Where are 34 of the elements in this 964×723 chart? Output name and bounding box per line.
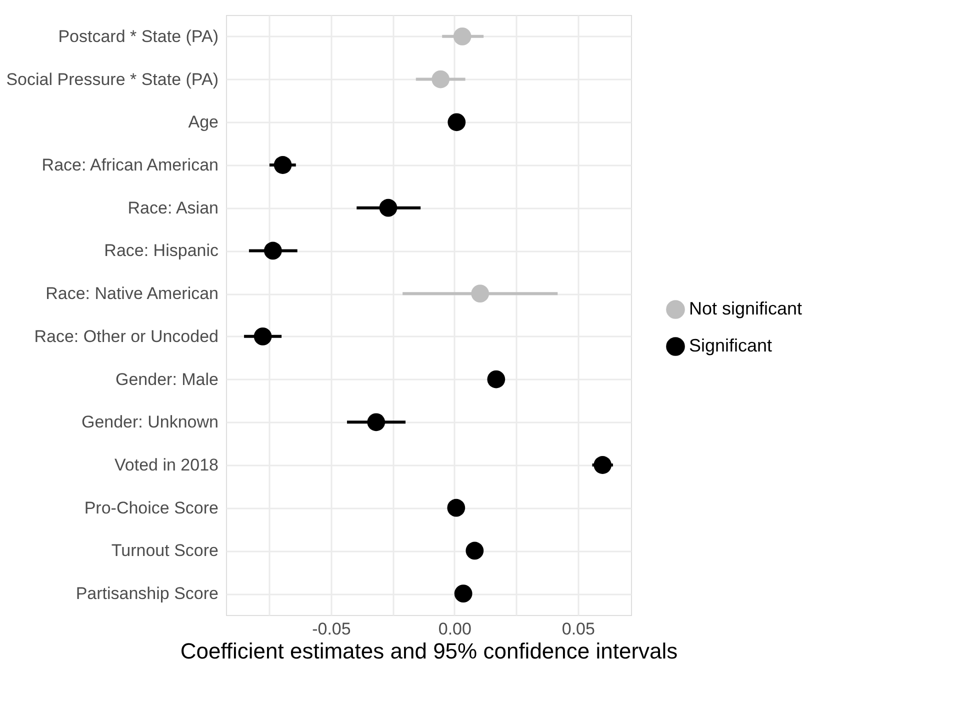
y-tick-label: Voted in 2018 [114,456,218,474]
x-tick-label: -0.05 [312,620,351,638]
y-tick-label: Pro-Choice Score [84,498,218,518]
y-tick-label: Race: Other or Uncoded [34,326,218,346]
point [466,542,484,560]
y-tick-label: Age [188,112,218,132]
y-tick-label: Race: Native American [46,284,218,304]
point [379,198,398,217]
point [448,113,466,132]
y-tick-label: Gender: Male [116,370,218,389]
point [274,156,292,174]
x-tick-label: 0.00 [438,620,472,638]
y-tick-label: Turnout Score [111,541,218,560]
x-axis-title: Coefficient estimates and 95% confidence intervals [180,638,678,664]
point [367,413,386,432]
y-tick-label: Race: Asian [128,198,218,218]
point [471,284,490,302]
point [594,456,612,474]
point [264,242,282,260]
y-tick-label: Social Pressure * State (PA) [6,70,218,89]
point [487,370,506,388]
y-tick-label: Race: African American [42,156,218,174]
point [453,28,472,46]
y-tick-label: Postcard * State (PA) [58,26,218,46]
x-tick-label: 0.05 [562,620,595,638]
point [432,70,450,88]
y-tick-label: Race: Hispanic [104,241,219,260]
legend-label: Significant [689,336,772,356]
y-tick-label: Partisanship Score [76,584,218,604]
legend-label: Not significant [689,298,802,318]
point [447,498,466,517]
point [254,328,272,346]
y-tick-label: Gender: Unknown [81,412,218,432]
point [454,584,472,602]
